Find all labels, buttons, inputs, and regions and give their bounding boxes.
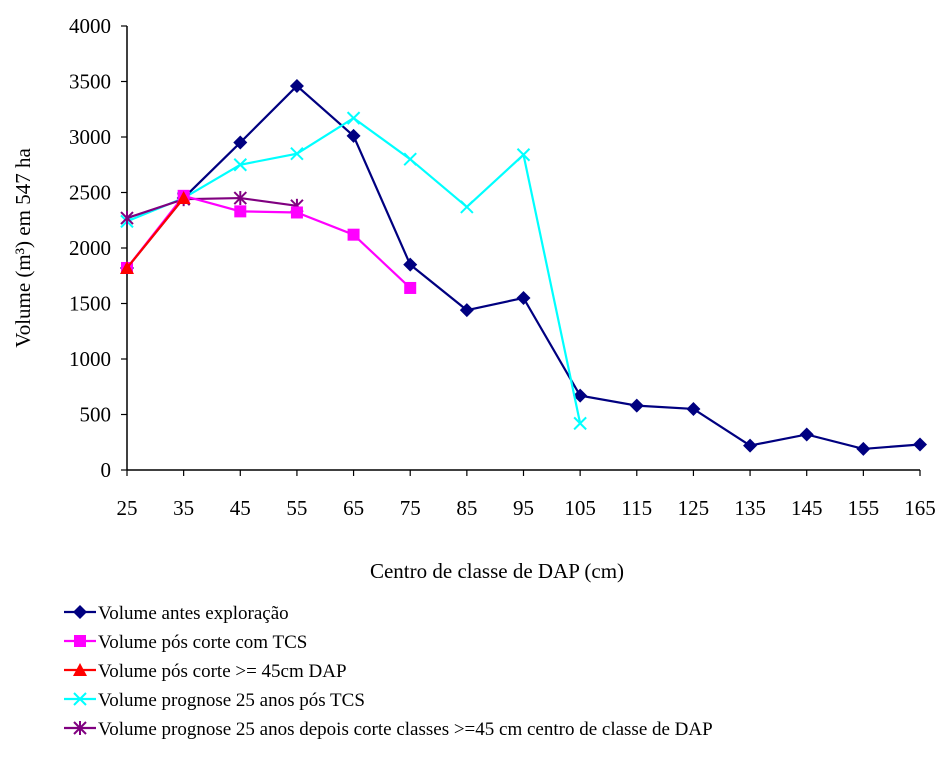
- y-ticks: 0 500 1000 1500 2000 2500 3000 3500 4000: [69, 14, 127, 482]
- x-tick-label: 155: [848, 496, 880, 520]
- data-point: [629, 398, 644, 413]
- legend-label: Volume pós corte >= 45cm DAP: [98, 661, 347, 682]
- data-point: [233, 158, 247, 172]
- y-axis-title: Volume (m³) em 547 ha: [11, 148, 35, 348]
- data-point: [289, 78, 304, 93]
- x-tick-label: 145: [791, 496, 823, 520]
- data-point: [743, 438, 758, 453]
- chart-axes: [126, 26, 920, 471]
- marker-stroke: [516, 148, 531, 162]
- marker-stroke: [346, 111, 361, 125]
- y-tick-label: 3000: [69, 125, 111, 149]
- data-point: [233, 135, 248, 150]
- marker-stroke: [403, 152, 417, 166]
- legend-swatch-marker: [73, 605, 87, 619]
- data-point: [120, 211, 134, 226]
- x-tick-label: 135: [734, 496, 766, 520]
- x-tick-label: 55: [286, 496, 307, 520]
- y-tick-label: 0: [101, 458, 112, 482]
- x-tick-label: 65: [343, 496, 364, 520]
- x-tick-label: 165: [904, 496, 936, 520]
- legend-item: Volume prognose 25 anos pós TCS: [64, 690, 365, 711]
- legend-label: Volume prognose 25 anos depois corte cla…: [98, 719, 713, 740]
- x-tick-label: 45: [230, 496, 251, 520]
- y-tick-label: 500: [80, 403, 112, 427]
- series-1: [120, 78, 927, 456]
- data-point: [346, 128, 361, 143]
- data-point: [120, 260, 134, 274]
- legend: Volume antes exploração Volume pós corte …: [64, 603, 713, 740]
- legend-swatch-marker: [73, 692, 87, 706]
- marker-stroke: [460, 200, 474, 214]
- series-line: [126, 84, 921, 451]
- y-tick-label: 1500: [69, 292, 111, 316]
- legend-label: Volume pós corte com TCS: [98, 632, 307, 653]
- legend-swatch-marker: [74, 635, 86, 647]
- series-line: [126, 197, 185, 269]
- x-axis-title: Centro de classe de DAP (cm): [370, 559, 624, 583]
- legend-swatch-marker: [73, 721, 87, 735]
- legend-item: Volume antes exploração: [64, 603, 289, 624]
- x-tick-label: 35: [173, 496, 194, 520]
- data-point: [234, 205, 247, 218]
- data-point: [573, 416, 587, 431]
- data-point: [403, 152, 417, 166]
- data-point: [686, 401, 701, 416]
- x-tick-label: 85: [456, 496, 477, 520]
- data-point: [913, 437, 927, 452]
- series-4: [120, 111, 587, 431]
- x-tick-label: 105: [564, 496, 596, 520]
- data-point: [233, 191, 247, 206]
- data-point: [290, 206, 303, 219]
- series-5: [120, 191, 304, 226]
- y-tick-label: 1000: [69, 347, 111, 371]
- marker-stroke: [233, 158, 247, 172]
- plot-area: [120, 78, 927, 456]
- x-tick-label: 115: [621, 496, 652, 520]
- y-tick-label: 3500: [69, 70, 111, 94]
- series-line: [126, 116, 582, 424]
- data-point: [856, 441, 871, 456]
- data-point: [516, 290, 531, 305]
- data-point: [403, 257, 418, 272]
- x-tick-label: 125: [678, 496, 710, 520]
- marker-stroke: [573, 416, 587, 431]
- marker-stroke: [73, 692, 87, 706]
- y-tick-label: 2500: [69, 181, 111, 205]
- data-point: [404, 281, 417, 294]
- legend-swatch-marker: [73, 663, 87, 676]
- series-3: [120, 191, 191, 274]
- x-tick-label: 25: [117, 496, 138, 520]
- legend-item: Volume pós corte >= 45cm DAP: [64, 661, 347, 682]
- y-tick-label: 2000: [69, 236, 111, 260]
- data-point: [516, 148, 531, 162]
- data-point: [346, 111, 361, 125]
- legend-item: Volume prognose 25 anos depois corte cla…: [64, 719, 713, 740]
- data-point: [460, 200, 474, 214]
- data-point: [347, 228, 360, 241]
- series-line: [126, 194, 411, 289]
- legend-label: Volume prognose 25 anos pós TCS: [98, 690, 365, 711]
- series-line: [126, 196, 298, 220]
- x-ticks: 25 35 45 55 65 75 85 95 105 115 125 135 145 155 165: [117, 470, 936, 520]
- legend-item: Volume pós corte com TCS: [64, 632, 307, 653]
- marker-stroke: [290, 146, 304, 161]
- data-point: [573, 388, 588, 403]
- data-point: [290, 146, 304, 161]
- legend-label: Volume antes exploração: [98, 603, 289, 624]
- x-tick-label: 75: [400, 496, 421, 520]
- data-point: [176, 191, 191, 205]
- data-point: [799, 427, 814, 442]
- x-tick-label: 95: [513, 496, 534, 520]
- y-tick-label: 4000: [69, 14, 111, 38]
- data-point: [459, 303, 474, 318]
